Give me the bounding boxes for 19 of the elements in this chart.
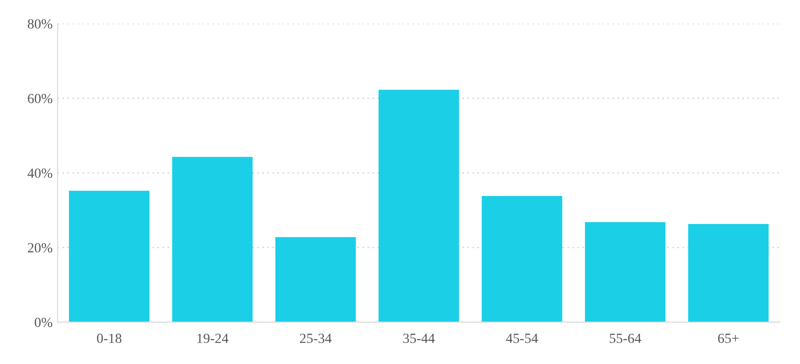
x-tick-label: 65+	[718, 334, 739, 344]
bar	[275, 237, 356, 322]
x-tick-label: 35-44	[403, 334, 435, 344]
x-tick-label: 25-34	[300, 334, 332, 344]
y-tick-label: 80%	[28, 19, 52, 29]
y-tick-label: 40%	[28, 168, 52, 178]
bar	[172, 156, 253, 322]
bar	[68, 190, 150, 322]
y-tick-label: 0%	[34, 318, 52, 328]
bar	[378, 90, 460, 322]
y-tick-label: 60%	[28, 94, 52, 104]
bar	[584, 222, 666, 322]
x-tick-label: 55-64	[610, 334, 642, 344]
x-tick-label: 19-24	[197, 334, 228, 344]
bar	[688, 224, 769, 322]
bar	[482, 196, 562, 322]
x-tick-label: 0-18	[97, 334, 122, 344]
y-tick-label: 20%	[28, 243, 52, 253]
x-tick-label: 45-54	[506, 334, 538, 344]
